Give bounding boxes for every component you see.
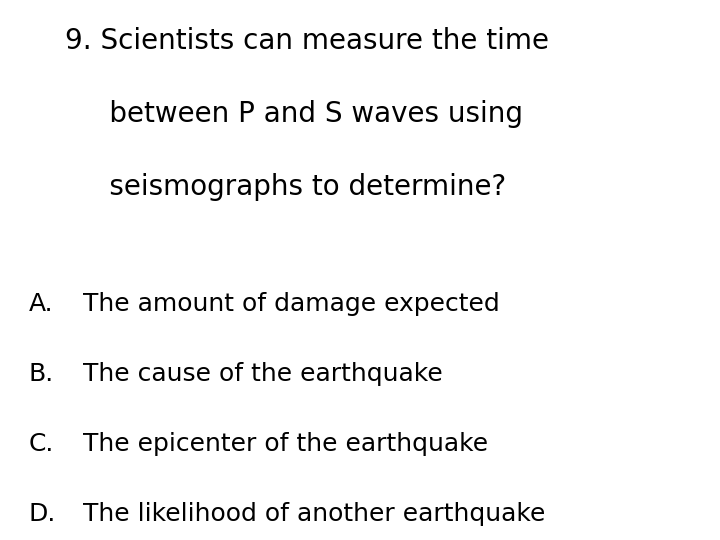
Text: The cause of the earthquake: The cause of the earthquake bbox=[83, 362, 443, 386]
Text: The amount of damage expected: The amount of damage expected bbox=[83, 292, 500, 315]
Text: 9. Scientists can measure the time: 9. Scientists can measure the time bbox=[65, 27, 549, 55]
Text: B.: B. bbox=[29, 362, 54, 386]
Text: A.: A. bbox=[29, 292, 53, 315]
Text: C.: C. bbox=[29, 432, 54, 456]
Text: The likelihood of another earthquake: The likelihood of another earthquake bbox=[83, 502, 545, 526]
Text: D.: D. bbox=[29, 502, 56, 526]
Text: between P and S waves using: between P and S waves using bbox=[65, 100, 523, 128]
Text: seismographs to determine?: seismographs to determine? bbox=[65, 173, 506, 201]
Text: The epicenter of the earthquake: The epicenter of the earthquake bbox=[83, 432, 488, 456]
